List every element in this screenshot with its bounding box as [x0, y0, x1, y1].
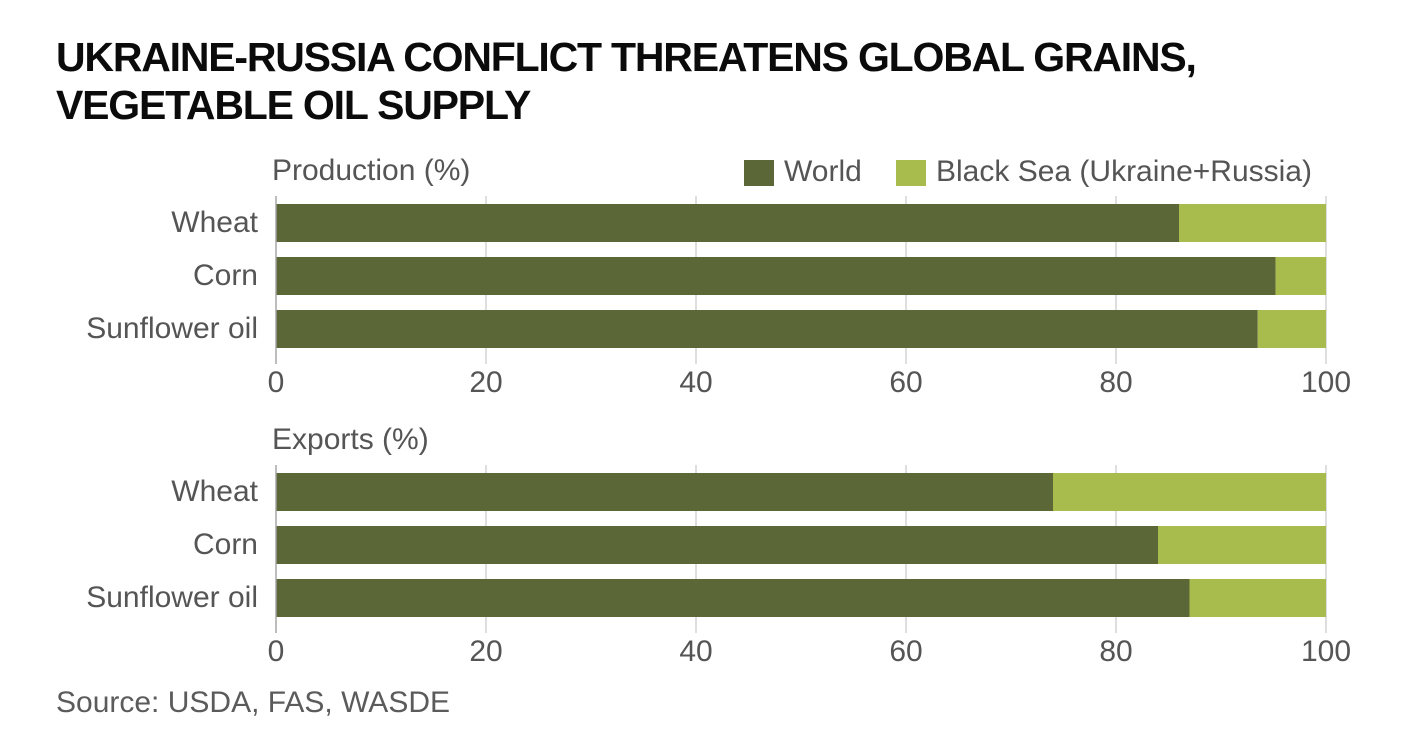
x-tick-label-2-80: 80 [1099, 635, 1132, 668]
x-tick-label-1-0: 0 [268, 366, 285, 399]
bar-1-1-black-sea [1275, 257, 1326, 295]
bar-2-2-world [276, 579, 1190, 617]
x-tick-label-2-100: 100 [1301, 635, 1351, 668]
legend-label-black-sea: Black Sea (Ukraine+Russia) [936, 155, 1312, 188]
x-tick-label-1-80: 80 [1099, 366, 1132, 399]
category-label-1-0: Wheat [171, 206, 258, 239]
x-tick-label-2-20: 20 [469, 635, 502, 668]
bar-2-0-black-sea [1053, 473, 1326, 511]
x-tick-label-2-40: 40 [679, 635, 712, 668]
legend-swatch-black-sea [896, 160, 926, 186]
panel-label-2: Exports (%) [272, 423, 429, 456]
source-note: Source: USDA, FAS, WASDE [56, 686, 450, 719]
bar-1-0-world [276, 204, 1179, 242]
bar-2-2-black-sea [1189, 579, 1326, 617]
legend-swatch-world [744, 160, 774, 186]
bar-1-1-world [276, 257, 1276, 295]
chart-title: UKRAINE-RUSSIA CONFLICT THREATENS GLOBAL… [56, 34, 1197, 128]
legend-label-world: World [784, 155, 862, 188]
x-tick-label-1-20: 20 [469, 366, 502, 399]
x-tick-label-2-0: 0 [268, 635, 285, 668]
panel-label-1: Production (%) [272, 154, 470, 187]
category-label-1-1: Corn [193, 259, 258, 292]
bar-2-1-black-sea [1158, 526, 1326, 564]
x-tick-label-1-60: 60 [889, 366, 922, 399]
bar-2-0-world [276, 473, 1053, 511]
bar-1-2-black-sea [1257, 310, 1326, 348]
bar-1-0-black-sea [1179, 204, 1326, 242]
category-label-2-2: Sunflower oil [86, 581, 258, 614]
bar-1-2-world [276, 310, 1258, 348]
x-tick-label-1-40: 40 [679, 366, 712, 399]
bar-2-1-world [276, 526, 1158, 564]
category-label-1-2: Sunflower oil [86, 312, 258, 345]
x-tick-label-2-60: 60 [889, 635, 922, 668]
x-tick-label-1-100: 100 [1301, 366, 1351, 399]
category-label-2-1: Corn [193, 528, 258, 561]
category-label-2-0: Wheat [171, 475, 258, 508]
